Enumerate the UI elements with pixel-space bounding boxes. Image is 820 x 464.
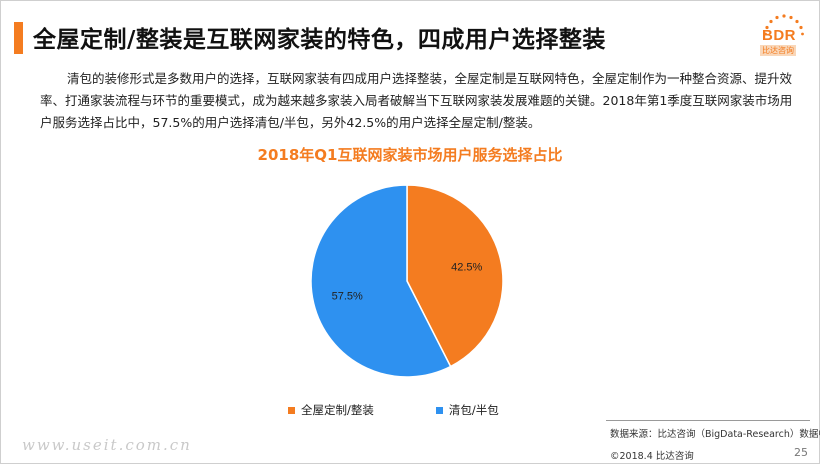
intro-paragraph: 清包的装修形式是多数用户的选择，互联网家装有四成用户选择整装，全屋定制是互联网特… <box>40 71 793 130</box>
title-accent-bar <box>14 22 23 54</box>
watermark: www.useit.com.cn <box>22 436 192 454</box>
legend-swatch-orange <box>288 406 295 414</box>
pie-slice-2 <box>310 184 452 378</box>
legend-label: 全屋定制/整装 <box>301 403 374 417</box>
logo-text: BDR <box>762 27 796 44</box>
copyright: ©2018.4 比达咨询 <box>610 451 694 462</box>
chart-title: 2018年Q1互联网家装市场用户服务选择占比 <box>257 146 563 164</box>
page-number: 25 <box>794 446 808 459</box>
data-source: 数据来源：比达咨询（BigData-Research）数据中心 <box>610 429 820 440</box>
legend-label: 清包/半包 <box>448 403 499 417</box>
logo-subtext: 比达咨询 <box>760 45 796 56</box>
chart-legend: 全屋定制/整装 清包/半包 <box>288 402 499 418</box>
footer-divider <box>606 420 810 421</box>
pie-data-label-1: 42.5% <box>451 262 482 274</box>
legend-swatch-blue <box>435 406 443 414</box>
logo-ring-icon <box>764 14 804 36</box>
bdr-logo: BDR 比达咨询 <box>760 12 808 58</box>
legend-item-custom: 全屋定制/整装 <box>288 402 374 418</box>
pie-slice-1 <box>406 184 504 368</box>
legend-item-basic: 清包/半包 <box>435 402 499 418</box>
page-title: 全屋定制/整装是互联网家装的特色，四成用户选择整装 <box>33 27 606 53</box>
pie-data-label-2: 57.5% <box>332 290 363 302</box>
